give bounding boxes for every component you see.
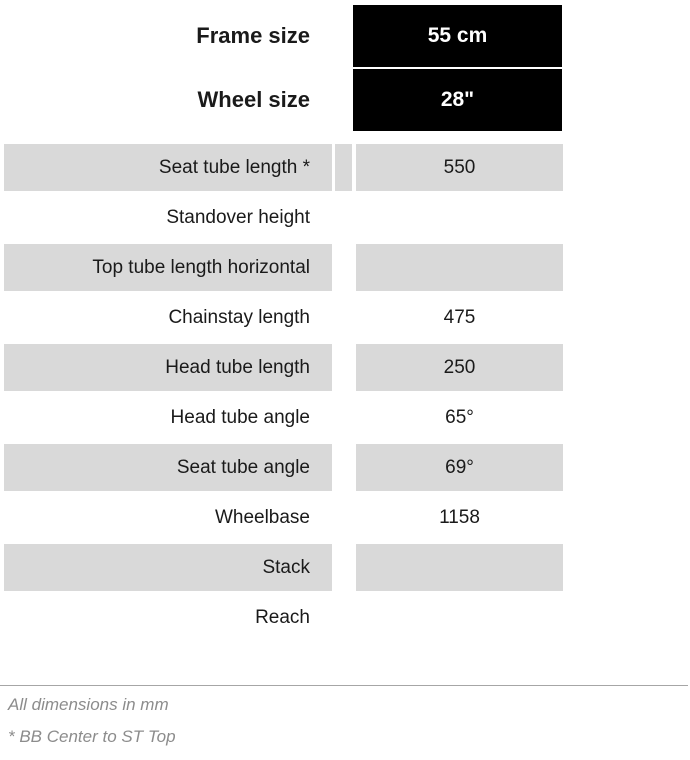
footer-divider <box>0 685 688 686</box>
footnote-bb-measure: * BB Center to ST Top <box>8 727 176 746</box>
row-value: 69° <box>356 444 563 491</box>
spacer-cell <box>335 144 352 191</box>
spacer-cell <box>335 444 352 491</box>
spacer-cell <box>335 544 352 591</box>
header-row-frame-size: Frame size 55 cm <box>4 5 690 67</box>
row-label: Reach <box>255 606 310 628</box>
row-label: Seat tube angle <box>4 444 332 491</box>
row-label: Stack <box>4 544 332 591</box>
wheel-size-value-box: 28" <box>353 69 562 131</box>
row-value <box>356 244 563 291</box>
table-row: Seat tube angle 69° <box>4 444 690 491</box>
header-row-wheel-size: Wheel size 28" <box>4 69 690 131</box>
spacer-cell <box>335 494 352 541</box>
row-value: 475 <box>443 306 476 328</box>
row-label: Standover height <box>166 206 310 228</box>
spacer-cell <box>335 394 352 441</box>
spec-grid: Seat tube length * 550 Standover height … <box>4 144 690 641</box>
row-value: 550 <box>356 144 563 191</box>
spacer-cell <box>335 194 352 241</box>
row-label: Head tube angle <box>170 406 310 428</box>
row-value: 65° <box>445 406 474 428</box>
table-row: Head tube angle 65° <box>4 394 690 441</box>
row-value <box>356 594 563 641</box>
footnote-dimensions: All dimensions in mm <box>8 695 169 714</box>
row-label: Chainstay length <box>168 306 310 328</box>
spacer-cell <box>335 344 352 391</box>
row-label: Wheelbase <box>214 506 310 528</box>
row-value <box>356 194 563 241</box>
table-row: Standover height <box>4 194 690 241</box>
row-label: Head tube length <box>4 344 332 391</box>
table-row: Stack <box>4 544 690 591</box>
frame-size-value-box: 55 cm <box>353 5 562 67</box>
table-row: Reach <box>4 594 690 641</box>
spacer-cell <box>335 594 352 641</box>
row-value <box>356 544 563 591</box>
wheel-size-value: 28" <box>440 88 475 111</box>
table-row: Wheelbase 1158 <box>4 494 690 541</box>
table-row: Head tube length 250 <box>4 344 690 391</box>
row-label: Seat tube length * <box>4 144 332 191</box>
row-label: Top tube length horizontal <box>4 244 332 291</box>
table-row: Top tube length horizontal <box>4 244 690 291</box>
frame-size-label: Frame size <box>196 23 310 48</box>
frame-size-value: 55 cm <box>427 24 488 47</box>
spacer-cell <box>335 294 352 341</box>
row-value: 250 <box>356 344 563 391</box>
footer: All dimensions in mm * BB Center to ST T… <box>0 685 688 747</box>
spacer-cell <box>335 244 352 291</box>
row-value: 1158 <box>439 506 480 528</box>
wheel-size-label: Wheel size <box>197 87 310 112</box>
table-row: Chainstay length 475 <box>4 294 690 341</box>
table-row: Seat tube length * 550 <box>4 144 690 191</box>
